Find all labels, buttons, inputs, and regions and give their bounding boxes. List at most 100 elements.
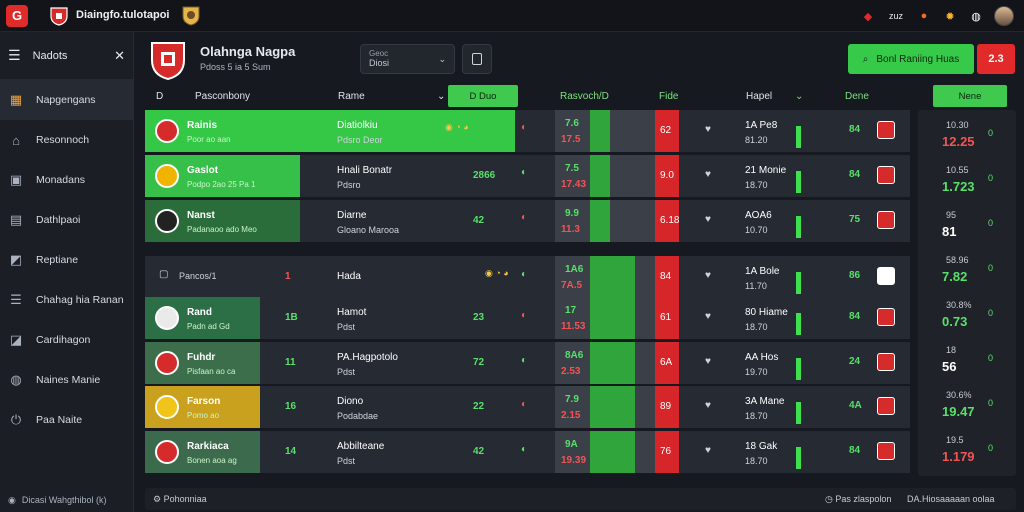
bar-green xyxy=(590,155,610,197)
ranking-button[interactable]: ⌕ Bonl Raniing Huas xyxy=(848,44,974,74)
notification-icon[interactable]: ● xyxy=(920,10,928,22)
heart-icon[interactable]: ♥ xyxy=(705,311,711,322)
bar-red xyxy=(655,155,679,197)
bar-green xyxy=(590,110,610,152)
col-header-4[interactable]: Rasvoch/D xyxy=(560,90,609,102)
heart-icon[interactable]: ♥ xyxy=(705,169,711,180)
heart-icon[interactable]: ♥ xyxy=(705,356,711,367)
bottom-left-text[interactable]: ⚙ Pohonniaa xyxy=(153,494,207,505)
right-stats-panel: 10.30 12.25 0 10.55 1.723 0 95 81 0 58.96 7.82 0 30.… xyxy=(918,110,1016,476)
table-row[interactable]: Rainis Poor ao aan Diatiolkiu Pdsro Deor ◉ ◔… xyxy=(145,110,910,152)
club-name: Farson xyxy=(187,396,221,407)
value-d2: 81.20 xyxy=(745,135,768,145)
chat-icon[interactable]: ◍ xyxy=(971,10,981,23)
value-d2: 18.70 xyxy=(745,411,768,421)
season-select[interactable]: Geoc Diosi ⌄ xyxy=(360,44,455,74)
stat-row: 95 81 0 xyxy=(918,204,1016,248)
row-rank: 1B xyxy=(285,312,298,323)
heart-icon[interactable]: ♥ xyxy=(705,445,711,456)
table-row[interactable]: Rarkiaca Bonen aoa ag 14 Abbilteane Pdst 42 ◐ 9… xyxy=(145,431,910,473)
table-row[interactable]: Farson Pomo ao 16 Diono Podabdae 22 ◐ 7.9 2.15 89… xyxy=(145,386,910,428)
app-title: Diaingfo.tulotapoi xyxy=(76,9,170,21)
trophy-icon: ▦ xyxy=(9,92,23,107)
team-subtitle: Pdoss 5 ia 5 Sum xyxy=(200,62,271,72)
value-e: 86 xyxy=(849,270,861,281)
col-header-7[interactable]: Dene xyxy=(845,90,869,102)
col-header-1[interactable]: Pasconbony xyxy=(195,90,251,102)
stat-row: 18 56 0 xyxy=(918,339,1016,383)
sidebar-item-0[interactable]: ▦ Napgengans xyxy=(0,80,133,120)
sidebar-item-5[interactable]: ☰ Chahag hia Ranan xyxy=(0,280,133,320)
club-badge-icon-right xyxy=(877,166,895,184)
app-logo[interactable]: G xyxy=(6,5,28,27)
value-b: 7.5 xyxy=(565,163,579,174)
stat-top: 10.30 xyxy=(946,120,969,130)
top-bar: G Diaingfo.tulotapoi ◆ zuz ● ✹ ◍ xyxy=(0,0,1024,32)
fire-icon[interactable]: ✹ xyxy=(945,10,955,23)
club-badge-icon-right xyxy=(877,267,895,285)
value-b: 17 xyxy=(565,305,577,316)
sidebar-item-8[interactable]: ⏻ Paa Naite xyxy=(0,400,133,440)
heart-icon[interactable]: ♥ xyxy=(705,270,711,281)
stat-main: 56 xyxy=(942,359,957,374)
sidebar-item-2[interactable]: ▣ Monadans xyxy=(0,160,133,200)
bar-green xyxy=(590,297,635,339)
close-icon[interactable]: ✕ xyxy=(114,47,125,63)
table-row[interactable]: Fuhdr Pisfaan ao ca 11 PA.Hagpotolo Pdst 72 ◐ 8… xyxy=(145,342,910,384)
col-header-0[interactable]: D xyxy=(156,90,164,102)
col-header-2[interactable]: Rame xyxy=(338,90,365,102)
inbox-icon: ◪ xyxy=(9,332,23,347)
col-header-button[interactable]: D Duo xyxy=(448,85,518,107)
list-icon: ☰ xyxy=(10,292,22,307)
value-b: 9.9 xyxy=(565,208,579,219)
stat-row: 30.8% 0.73 0 xyxy=(918,294,1016,338)
col-header-6[interactable]: Hapel xyxy=(746,90,773,102)
value-d2: 19.70 xyxy=(745,367,768,377)
sidebar-item-4[interactable]: ◩ Reptiane xyxy=(0,240,133,280)
user-avatar[interactable] xyxy=(994,6,1014,26)
sidebar-item-label: Paa Naite xyxy=(36,414,83,426)
sidebar-item-1[interactable]: ⌂ Resonnoch xyxy=(0,120,133,160)
score-button[interactable]: 2.3 xyxy=(977,44,1015,74)
opponent-name: Hamot xyxy=(337,307,367,318)
bottom-right-label-2[interactable]: DA.Hiosaaaaan oolaa xyxy=(907,494,995,504)
stat-main: 1.723 xyxy=(942,179,975,194)
table-row[interactable]: Gaslot Podpo 2ao 25 Pa 1 Hnali Bonatr Pdsro… xyxy=(145,155,910,197)
value-b2: 2.53 xyxy=(561,366,581,377)
crest-icon[interactable] xyxy=(180,4,202,26)
club-badge-icon xyxy=(155,164,179,188)
col-header-5[interactable]: Fide xyxy=(659,90,679,102)
heart-icon[interactable]: ♥ xyxy=(705,400,711,411)
stat-main: 81 xyxy=(942,224,957,239)
value-b2: 11.3 xyxy=(561,224,580,235)
sidebar-item-label: Napgengans xyxy=(36,94,96,106)
table-row[interactable]: ▢ Pancos/1 1 Hada ◉ ◔ ◕ ◐ 1A6 7A.5 84 ♥ 1A Bole 11.… xyxy=(145,256,910,298)
heart-icon[interactable]: ♥ xyxy=(705,214,711,225)
opponent-sub: Podabdae xyxy=(337,411,379,421)
sidebar-item-6[interactable]: ◪ Cardihagon xyxy=(0,320,133,360)
chart-icon: ◩ xyxy=(9,252,23,267)
table-row[interactable]: Nanst Padanaoo ado Meo Diarne Gloano Marooa… xyxy=(145,200,910,242)
bar-green xyxy=(590,386,635,428)
sidebar-item-3[interactable]: ▤ Dathlpaoi xyxy=(0,200,133,240)
value-b: 1A6 xyxy=(565,264,584,275)
menu-icon[interactable]: ☰ xyxy=(8,47,21,63)
table-row[interactable]: Rand Padn ad Gd 1B Hamot Pdst 23 ◐ 17 11.53 61 ♥ 80… xyxy=(145,297,910,339)
sidebar-item-7[interactable]: ◍ Naines Manie xyxy=(0,360,133,400)
col-chevron-icon[interactable]: ⌄ xyxy=(437,90,446,102)
heart-icon[interactable]: ♥ xyxy=(705,124,711,135)
col-header-button-2[interactable]: Nene xyxy=(933,85,1007,107)
chevron-down-icon: ⌄ xyxy=(438,54,446,64)
opponent-sub: Pdst xyxy=(337,367,356,377)
bottom-right-text-1[interactable]: ◷ Pas zlaspolon xyxy=(825,494,891,505)
row-rank: 16 xyxy=(285,401,297,412)
progress-bar-vertical xyxy=(796,216,801,238)
value-b2: 17.5 xyxy=(561,134,581,145)
filter-button[interactable] xyxy=(462,44,492,74)
club-badge-icon-right xyxy=(877,211,895,229)
value-b: 7.9 xyxy=(565,394,579,405)
shield-red-icon[interactable]: ◆ xyxy=(863,10,873,23)
col-chevron-icon-2[interactable]: ⌄ xyxy=(795,90,804,102)
opponent-sub: Gloano Marooa xyxy=(337,225,400,235)
bar-red xyxy=(655,386,679,428)
